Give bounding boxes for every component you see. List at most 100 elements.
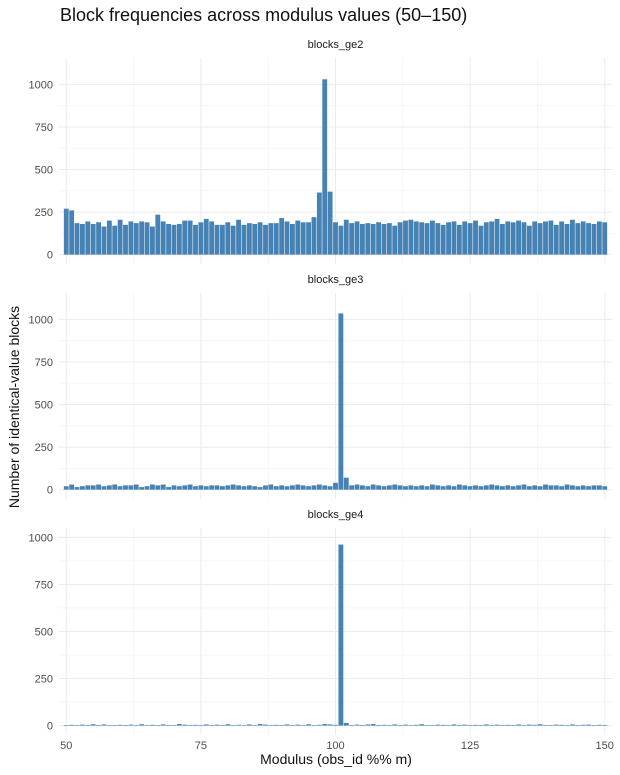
bar — [112, 725, 118, 726]
bar — [338, 313, 344, 490]
bar — [74, 725, 80, 726]
bar — [230, 225, 236, 255]
bar — [478, 225, 484, 255]
bar — [90, 724, 96, 726]
bar — [575, 486, 581, 490]
bar — [333, 724, 338, 726]
bar — [510, 486, 516, 490]
bar — [456, 224, 462, 255]
bar — [268, 484, 274, 490]
bar — [521, 484, 527, 490]
bar — [220, 486, 225, 490]
bar — [139, 487, 145, 490]
bar — [139, 724, 145, 726]
bar — [80, 724, 85, 726]
bar — [101, 724, 107, 726]
bar — [160, 484, 166, 490]
bar — [392, 225, 398, 255]
bar — [370, 223, 376, 255]
bar — [451, 486, 457, 490]
bar — [63, 486, 69, 490]
bar — [591, 725, 597, 726]
bar — [483, 222, 489, 255]
bar — [333, 222, 338, 255]
bar — [176, 486, 182, 490]
bar — [203, 486, 209, 490]
bar — [553, 724, 559, 726]
bar — [521, 725, 527, 726]
bar — [343, 722, 349, 726]
bar — [381, 223, 387, 255]
bar — [403, 486, 408, 490]
bar — [106, 485, 112, 490]
bar — [430, 725, 435, 726]
bar — [182, 220, 188, 255]
bar — [241, 725, 247, 726]
bar — [316, 192, 322, 255]
bar — [570, 485, 575, 490]
bar — [343, 219, 349, 255]
bar — [279, 725, 285, 726]
bar — [376, 222, 381, 255]
bar — [139, 221, 145, 255]
bar — [273, 223, 279, 255]
bar — [155, 725, 161, 726]
bar — [112, 225, 118, 255]
bar — [467, 725, 473, 726]
bar — [74, 223, 80, 255]
bar — [241, 486, 247, 490]
bar — [90, 485, 96, 490]
bar — [203, 218, 209, 255]
bar — [300, 725, 306, 726]
y-tick-label: 250 — [35, 207, 53, 219]
bar — [74, 487, 80, 490]
bar — [150, 226, 155, 255]
bar — [532, 724, 538, 726]
bar — [198, 485, 204, 490]
y-tick-label: 500 — [35, 165, 53, 177]
bar — [413, 221, 419, 255]
bar — [424, 486, 430, 490]
bar — [580, 724, 586, 726]
bar — [123, 725, 128, 726]
bar — [316, 484, 322, 490]
bar — [526, 724, 532, 726]
y-tick-label: 0 — [47, 250, 53, 262]
bar — [225, 485, 231, 490]
bar — [365, 724, 371, 726]
bar — [537, 724, 543, 726]
bar — [521, 222, 527, 255]
bar — [489, 221, 495, 255]
bar — [327, 724, 333, 726]
bar — [440, 486, 446, 490]
bar — [144, 222, 150, 255]
bar — [273, 724, 279, 726]
bar — [220, 725, 225, 726]
bar — [553, 224, 559, 255]
bar — [505, 221, 511, 255]
bar — [198, 222, 204, 255]
bar — [96, 725, 101, 726]
bar — [214, 224, 220, 255]
bar — [112, 484, 118, 490]
bar — [182, 724, 188, 726]
bar — [128, 485, 134, 490]
bar — [338, 225, 344, 255]
bar — [564, 725, 570, 726]
bar — [90, 223, 96, 255]
x-tick-label: 125 — [461, 740, 479, 752]
bar — [295, 484, 301, 490]
bar — [440, 724, 446, 726]
bar — [526, 486, 532, 490]
bar — [85, 221, 91, 255]
bar — [236, 219, 241, 255]
bar — [559, 486, 565, 490]
bar — [316, 724, 322, 726]
bar — [564, 223, 570, 255]
bar — [246, 485, 252, 490]
bar — [543, 221, 548, 255]
bar — [354, 724, 360, 726]
bar — [236, 485, 241, 490]
bar — [489, 484, 495, 490]
